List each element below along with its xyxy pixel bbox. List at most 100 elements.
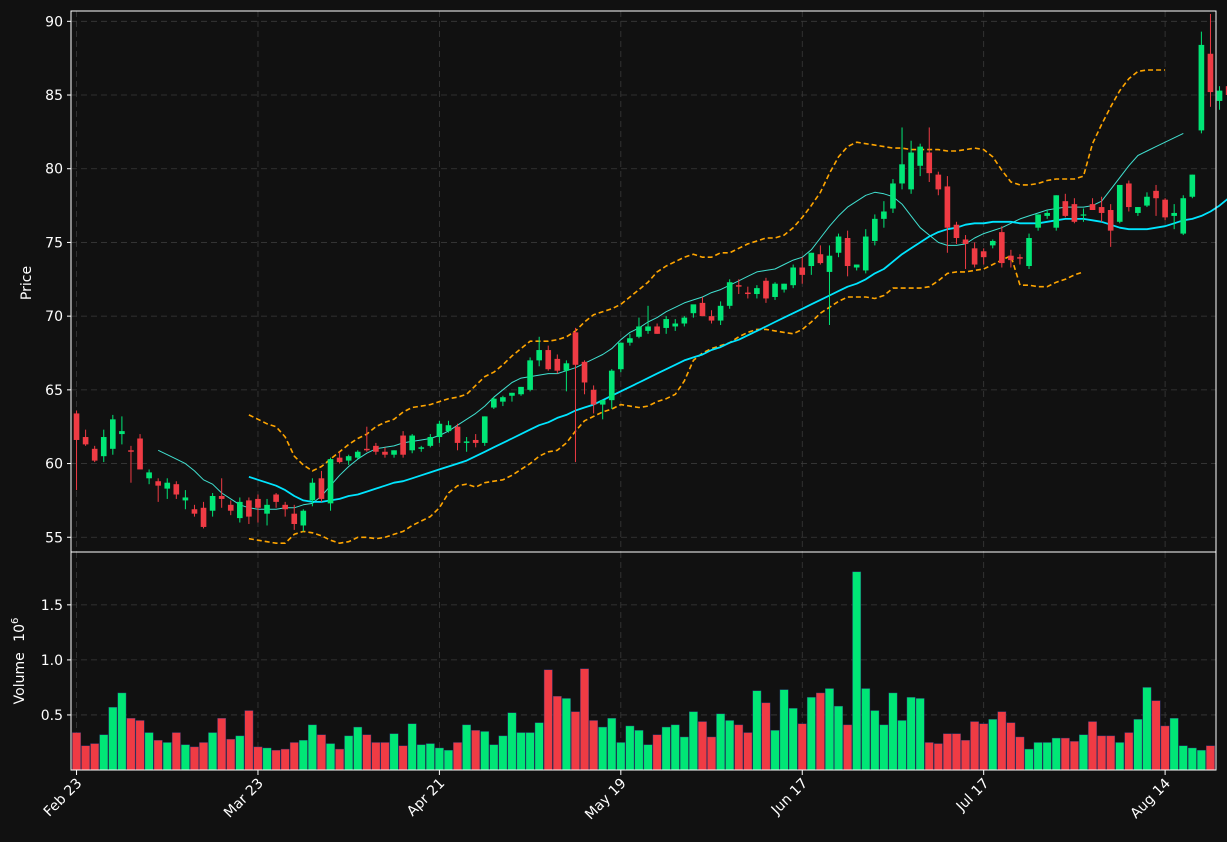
- volume-bar: [797, 723, 807, 771]
- candle-body: [110, 419, 116, 449]
- candle-body: [227, 504, 234, 511]
- candle-body: [536, 350, 542, 361]
- candle-body: [472, 439, 479, 443]
- price-tick-label: 65: [45, 383, 63, 399]
- volume-bar: [607, 718, 617, 771]
- volume-bar: [244, 710, 254, 771]
- candle-body: [1062, 201, 1069, 216]
- volume-bar: [970, 721, 979, 771]
- candle-body: [872, 218, 878, 241]
- candle-body: [318, 478, 325, 499]
- candle-body: [980, 251, 987, 258]
- volume-bar: [1197, 749, 1206, 771]
- volume-bar: [679, 736, 689, 771]
- candle-body: [844, 238, 851, 267]
- volume-bar: [888, 692, 898, 771]
- volume-bar: [181, 744, 190, 771]
- volume-bar: [425, 743, 435, 771]
- candle-body: [917, 146, 923, 166]
- candle-body: [264, 504, 270, 514]
- volume-bar: [652, 734, 662, 771]
- volume-bar: [988, 719, 998, 771]
- volume-bar: [725, 720, 735, 771]
- volume-bar: [897, 720, 907, 771]
- volume-bar: [1206, 745, 1215, 771]
- volume-bar: [1024, 748, 1034, 771]
- candle-body: [373, 445, 379, 452]
- volume-bar: [253, 746, 263, 771]
- volume-bar: [516, 732, 526, 771]
- candle-body: [1080, 214, 1087, 216]
- candle-body: [1089, 204, 1096, 211]
- candle-body: [908, 152, 914, 190]
- volume-bar: [444, 749, 453, 771]
- volume-bar: [153, 740, 163, 771]
- candle-body: [699, 302, 706, 317]
- volume-bar: [906, 697, 916, 771]
- candle-body: [1071, 204, 1078, 222]
- volume-bar: [1079, 734, 1088, 771]
- volume-bar: [1097, 735, 1106, 771]
- candle-body: [82, 437, 89, 445]
- volume-bar: [199, 742, 208, 771]
- candle-body: [128, 450, 134, 452]
- volume-bar: [72, 732, 81, 771]
- candle-body: [1053, 195, 1060, 228]
- candle-body: [935, 174, 942, 190]
- volume-bar: [162, 742, 172, 771]
- candle-body: [100, 437, 107, 457]
- volume-bars: [72, 571, 1215, 771]
- volume-bar: [317, 734, 326, 771]
- volume-bar: [589, 720, 598, 771]
- volume-bar: [698, 721, 707, 771]
- price-tick-label: 60: [45, 457, 63, 473]
- volume-bar: [1033, 742, 1043, 771]
- candle-body: [890, 183, 896, 209]
- volume-bar: [398, 745, 408, 771]
- candle-body: [717, 305, 724, 321]
- candle-body: [681, 317, 688, 324]
- price-tick-label: 75: [45, 235, 63, 251]
- candle-body: [663, 319, 669, 328]
- volume-bar: [1106, 735, 1116, 771]
- volume-bar: [707, 736, 716, 771]
- volume-bar: [834, 705, 843, 771]
- volume-bar: [770, 730, 780, 771]
- volume-bar: [407, 723, 417, 771]
- candle-body: [273, 494, 279, 502]
- volume-bar: [371, 742, 381, 771]
- candle-body: [1216, 90, 1223, 101]
- candle-body: [391, 450, 397, 455]
- volume-bar: [670, 724, 680, 771]
- volume-bar: [870, 710, 880, 771]
- volume-bar: [933, 743, 943, 771]
- price-grid: [71, 20, 1216, 538]
- candle-body: [164, 482, 171, 489]
- candle-body: [627, 338, 633, 343]
- volume-bar: [117, 692, 127, 771]
- candle-body: [354, 451, 361, 458]
- candle-body: [708, 316, 715, 321]
- volume-bar: [843, 724, 852, 771]
- volume-bar: [961, 740, 970, 771]
- volume-bar: [743, 732, 753, 771]
- lower-band-line: [248, 254, 1084, 545]
- candle-body: [926, 152, 933, 174]
- candle-body: [336, 457, 343, 463]
- candle-body: [364, 448, 370, 451]
- candle-body: [282, 504, 288, 510]
- volume-bar: [552, 696, 562, 771]
- volume-bar: [344, 735, 354, 771]
- volume-bar: [562, 698, 571, 771]
- candle-body: [527, 360, 533, 390]
- volume-bar: [1151, 700, 1161, 771]
- candle-body: [509, 392, 515, 396]
- volume-tick-label: 0.5: [41, 708, 63, 724]
- volume-bar: [598, 726, 608, 771]
- candle-body: [1207, 53, 1214, 93]
- volume-bar: [1051, 737, 1061, 771]
- volume-bar: [752, 690, 762, 771]
- candle-body: [772, 283, 778, 297]
